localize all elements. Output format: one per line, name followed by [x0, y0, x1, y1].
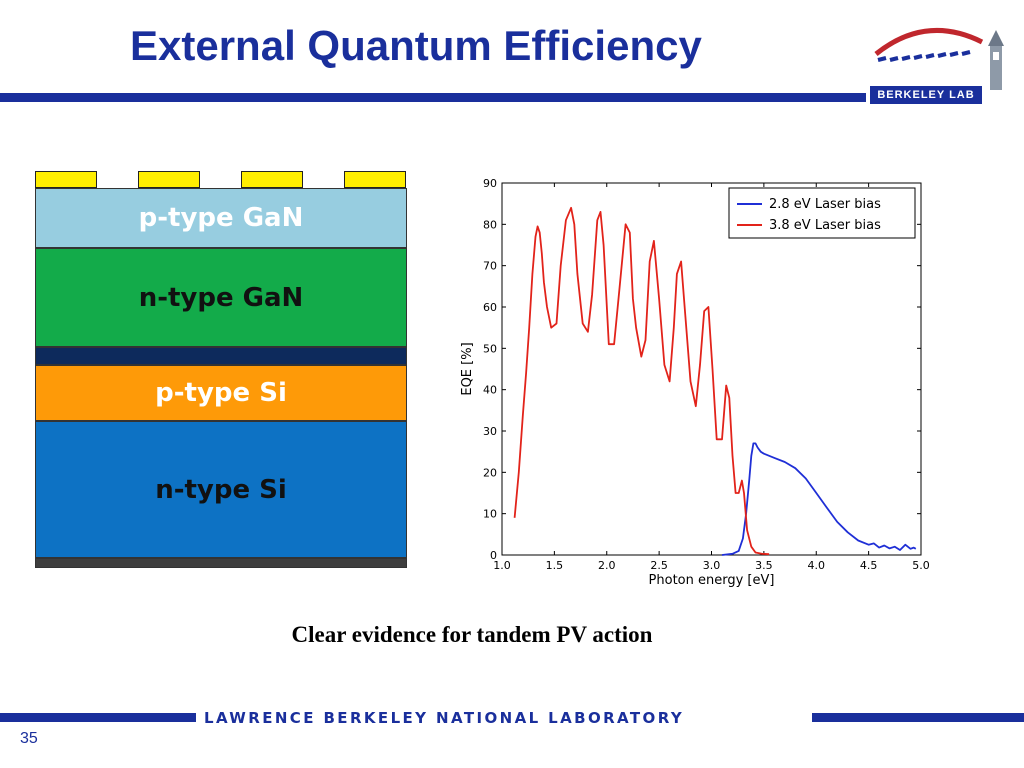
y-tick-label: 20	[483, 466, 497, 479]
layer-label: p-type Si	[155, 378, 287, 408]
y-tick-label: 80	[483, 218, 497, 231]
y-axis-label: EQE [%]	[460, 342, 475, 395]
footer-rule-right	[812, 713, 1024, 722]
footer-rule-left	[0, 713, 196, 722]
plot-frame	[501, 182, 922, 556]
page-number: 35	[20, 730, 38, 747]
logo-arc	[874, 28, 984, 56]
layer-label: n-type GaN	[138, 282, 304, 313]
x-tick-label: 3.0	[703, 559, 721, 572]
x-tick-label: 5.0	[912, 559, 930, 572]
y-tick-label: 90	[483, 177, 497, 190]
slide-caption: Clear evidence for tandem PV action	[291, 622, 653, 647]
top-contact	[241, 171, 303, 188]
layer-tunnel-junction	[35, 347, 407, 365]
y-tick-label: 60	[483, 301, 497, 314]
y-tick-label: 70	[483, 260, 497, 273]
layer-back-contact	[35, 558, 407, 568]
series-line-1	[513, 206, 770, 556]
x-tick-label: 4.0	[808, 559, 826, 572]
y-tick-label: 30	[483, 425, 497, 438]
legend-label: 2.8 eV Laser bias	[769, 197, 881, 212]
legend-box	[728, 187, 916, 239]
y-tick-label: 40	[483, 384, 497, 397]
layer-n-type-gan: n-type GaN	[35, 248, 407, 347]
x-axis-label: Photon energy [eV]	[649, 573, 775, 588]
logo-plate: BERKELEY LAB	[870, 86, 982, 104]
berkeley-lab-logo-art	[874, 28, 1004, 90]
layer-p-type-gan: p-type GaN	[35, 188, 407, 248]
title-rule	[0, 93, 866, 102]
eqe-chart-svg: 1.0 1.5 2.0 2.5 3.0 3.5 4.0 4.5 5.0 0 10 20 30 40 50 60…	[460, 177, 930, 588]
berkeley-lab-logo: BERKELEY LAB	[866, 14, 1018, 106]
slide-title: External Quantum Efficiency	[130, 22, 702, 69]
layer-label: p-type GaN	[138, 203, 304, 233]
layer-p-type-si: p-type Si	[35, 365, 407, 421]
eqe-chart: 1.0 1.5 2.0 2.5 3.0 3.5 4.0 4.5 5.0 0 10 20 30 40 50 60…	[455, 170, 940, 595]
top-contact	[35, 171, 97, 188]
x-tick-label: 1.5	[546, 559, 564, 572]
y-tick-label: 10	[483, 508, 497, 521]
x-tick-label: 1.0	[493, 559, 511, 572]
legend-label: 3.8 eV Laser bias	[769, 218, 881, 233]
x-tick-label: 4.5	[860, 559, 878, 572]
layer-label: n-type Si	[155, 474, 287, 505]
logo-dashes	[877, 50, 971, 62]
top-contact	[344, 171, 406, 188]
x-tick-label: 3.5	[755, 559, 773, 572]
top-contact	[138, 171, 200, 188]
footer-lab-name: LAWRENCE BERKELEY NATIONAL LABORATORY	[204, 709, 685, 727]
y-tick-label: 50	[483, 342, 497, 355]
device-stack-diagram: p-type GaN n-type GaN p-type Si n-type S…	[35, 171, 407, 568]
x-tick-label: 2.0	[598, 559, 616, 572]
campanile-icon	[988, 30, 1004, 90]
y-tick-label: 0	[490, 549, 497, 562]
x-tick-label: 2.5	[650, 559, 668, 572]
series-line-0	[721, 442, 917, 556]
layer-n-type-si: n-type Si	[35, 421, 407, 558]
